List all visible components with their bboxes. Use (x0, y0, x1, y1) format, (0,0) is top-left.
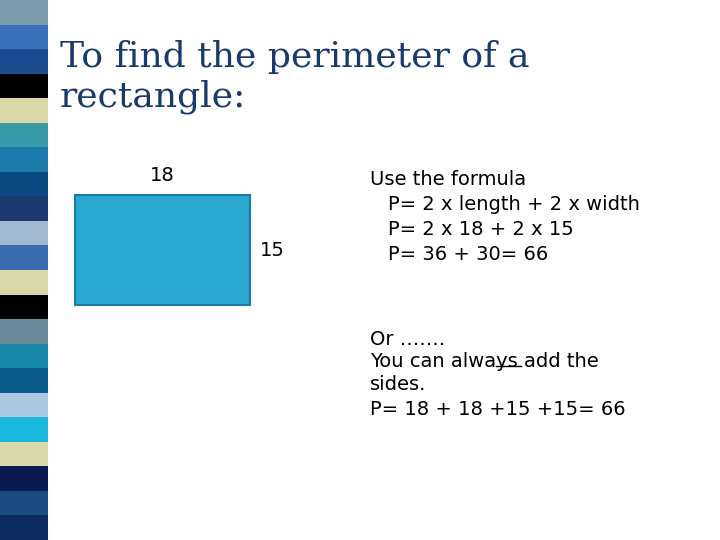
Bar (0, 246, 48, 270)
Bar (0, 0, 48, 24)
Bar (0, 491, 48, 516)
Bar (0, 516, 48, 540)
Bar (75, 195, 250, 305)
Bar (0, 343, 48, 368)
Bar (0, 49, 48, 73)
Bar (0, 270, 48, 294)
Bar (0, 172, 48, 197)
Text: P= 36 + 30= 66: P= 36 + 30= 66 (388, 245, 548, 264)
Text: P= 2 x length + 2 x width: P= 2 x length + 2 x width (388, 195, 640, 214)
Text: P= 18 + 18 +15 +15= 66: P= 18 + 18 +15 +15= 66 (370, 400, 626, 419)
Text: To find the perimeter of a: To find the perimeter of a (60, 40, 529, 74)
Text: Use the formula: Use the formula (370, 170, 526, 189)
Bar (0, 368, 48, 393)
Text: P= 2 x 18 + 2 x 15: P= 2 x 18 + 2 x 15 (388, 220, 574, 239)
Bar (0, 123, 48, 147)
Bar (0, 73, 48, 98)
Bar (0, 24, 48, 49)
Bar (0, 197, 48, 221)
Bar (0, 147, 48, 172)
Text: 15: 15 (260, 240, 285, 260)
Bar (0, 417, 48, 442)
Bar (0, 442, 48, 467)
Bar (0, 393, 48, 417)
Bar (0, 294, 48, 319)
Text: Or …….: Or ……. (370, 330, 445, 349)
Text: sides.: sides. (370, 375, 426, 394)
Text: rectangle:: rectangle: (60, 80, 246, 114)
Text: 18: 18 (150, 166, 175, 185)
Bar (0, 467, 48, 491)
Bar (0, 319, 48, 343)
Bar (0, 98, 48, 123)
Bar (0, 221, 48, 246)
Text: You can always add the: You can always add the (370, 352, 599, 371)
